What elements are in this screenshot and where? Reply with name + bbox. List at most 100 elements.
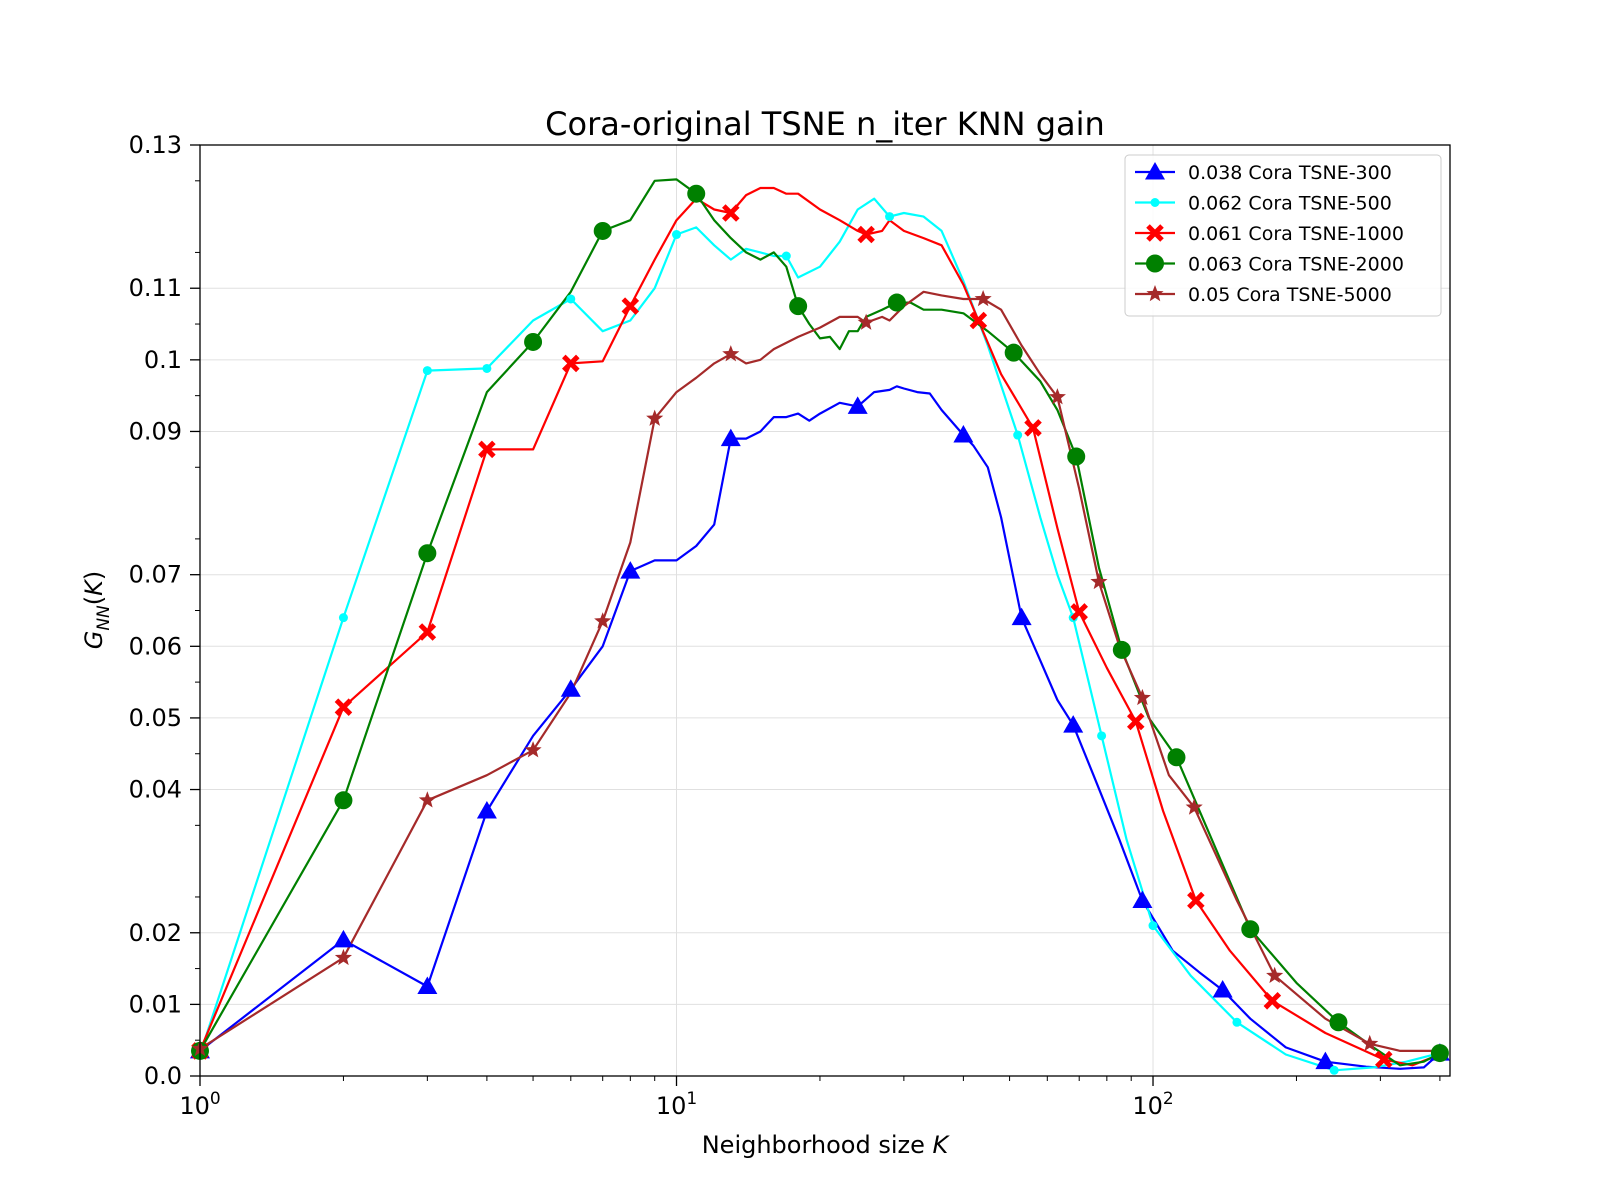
data-point-0: [720, 428, 741, 447]
data-point-1: [566, 294, 576, 304]
data-point-3: [1112, 640, 1131, 659]
data-point-3: [418, 544, 437, 563]
data-point-0: [1063, 715, 1084, 733]
data-point-4: [1048, 388, 1066, 405]
data-point-0: [620, 561, 641, 579]
data-point-4: [646, 409, 664, 426]
data-point-4: [974, 289, 992, 307]
y-tick-label: 0.06: [129, 632, 182, 660]
data-point-3: [1067, 447, 1086, 466]
data-point-2: [621, 297, 640, 315]
y-tick-label: 0.01: [129, 990, 182, 1018]
data-point-2: [1263, 992, 1282, 1010]
data-point-3: [593, 221, 612, 240]
y-tick-label: 0.02: [129, 919, 182, 947]
legend-label-1: 0.062 Cora TSNE-500: [1188, 193, 1392, 215]
data-point-4: [524, 741, 542, 758]
legend-marker-3: [1146, 254, 1164, 273]
data-point-2: [418, 623, 437, 641]
data-point-1: [422, 366, 432, 376]
data-point-3: [1430, 1044, 1449, 1063]
legend-label-4: 0.05 Cora TSNE-5000: [1188, 284, 1392, 306]
data-point-0: [560, 679, 581, 697]
data-point-0: [333, 929, 354, 948]
data-point-3: [1329, 1013, 1348, 1032]
data-point-4: [334, 948, 352, 966]
data-point-4: [1185, 798, 1203, 815]
data-point-3: [1167, 748, 1186, 767]
data-point-0: [1212, 980, 1233, 998]
x-axis-title-variable: K: [933, 1131, 951, 1159]
data-point-2: [1024, 419, 1042, 437]
data-point-0: [1132, 890, 1153, 909]
data-point-3: [1241, 920, 1260, 939]
data-point-0: [476, 801, 497, 819]
y-axis-title: GNN(K): [80, 571, 114, 650]
data-point-4: [722, 345, 740, 362]
data-point-2: [1126, 712, 1145, 731]
data-point-3: [789, 297, 808, 316]
legend-marker-4: [1146, 285, 1164, 302]
data-point-3: [687, 184, 706, 203]
legend: 0.038 Cora TSNE-300 0.062 Cora TSNE-500 0.…: [1124, 154, 1442, 317]
y-tick-label: 0.11: [129, 274, 182, 302]
data-point-4: [594, 612, 612, 629]
legend-label-3: 0.063 Cora TSNE-2000: [1188, 254, 1404, 276]
series-line-4: [200, 290, 1440, 1052]
y-tick-label: 0.05: [129, 704, 182, 732]
legend-marker-2: [1146, 224, 1164, 242]
data-point-1: [1148, 921, 1158, 931]
data-point-2: [1070, 603, 1088, 621]
y-tick-label: 0.13: [129, 131, 182, 159]
data-point-1: [1329, 1065, 1339, 1075]
chart-title: Cora-original TSNE n_iter KNN gain: [545, 105, 1105, 143]
legend-label-2: 0.061 Cora TSNE-1000: [1188, 223, 1404, 245]
data-point-3: [524, 332, 543, 351]
series-line-3: [200, 178, 1441, 1067]
data-point-1: [1232, 1017, 1242, 1027]
data-point-3: [334, 791, 353, 810]
legend-marker-1: [1150, 198, 1160, 207]
data-point-2: [562, 354, 580, 373]
data-point-2: [1187, 891, 1205, 910]
legend-box: [1124, 154, 1442, 317]
data-point-2: [969, 311, 988, 330]
data-point-4: [1090, 572, 1108, 590]
series-line-1: [200, 197, 1441, 1072]
legend-marker-0: [1145, 162, 1165, 180]
data-point-4: [857, 313, 875, 330]
marker-group: [190, 184, 1450, 1075]
data-point-2: [857, 225, 875, 244]
data-point-1: [1097, 731, 1107, 741]
data-point-0: [1315, 1051, 1336, 1070]
data-point-0: [417, 976, 438, 994]
data-point-1: [672, 230, 682, 240]
data-point-3: [887, 293, 906, 312]
x-tick-label: 100: [179, 1089, 220, 1120]
data-point-2: [1375, 1050, 1393, 1069]
data-point-0: [953, 425, 974, 443]
x-tick-label: 102: [1132, 1089, 1173, 1120]
y-tick-label: 0.07: [129, 561, 182, 589]
data-point-2: [722, 204, 740, 222]
y-tick-label: 0.0: [144, 1062, 182, 1090]
data-point-3: [1004, 343, 1023, 362]
data-point-1: [1013, 430, 1023, 440]
data-point-1: [885, 212, 895, 222]
legend-label-0: 0.038 Cora TSNE-300: [1188, 162, 1392, 184]
series-line-0: [200, 385, 1441, 1070]
axes: 0.0 0.01 0.02 0.04 0.05 0.06 0.07 0.09 0.1 0.11 0.…: [129, 131, 1441, 1120]
data-point-1: [482, 363, 492, 373]
data-point-0: [847, 396, 868, 414]
x-axis-title: Neighborhood size K: [702, 1131, 951, 1159]
data-point-2: [334, 698, 353, 716]
data-point-4: [1266, 966, 1284, 984]
data-point-2: [478, 440, 496, 459]
data-point-1: [781, 251, 791, 261]
svg-text:GNN(K): GNN(K): [80, 571, 114, 650]
x-tick-label: 101: [656, 1089, 697, 1120]
data-point-4: [418, 791, 436, 808]
y-tick-label: 0.04: [129, 776, 182, 804]
data-point-4: [1133, 688, 1151, 706]
